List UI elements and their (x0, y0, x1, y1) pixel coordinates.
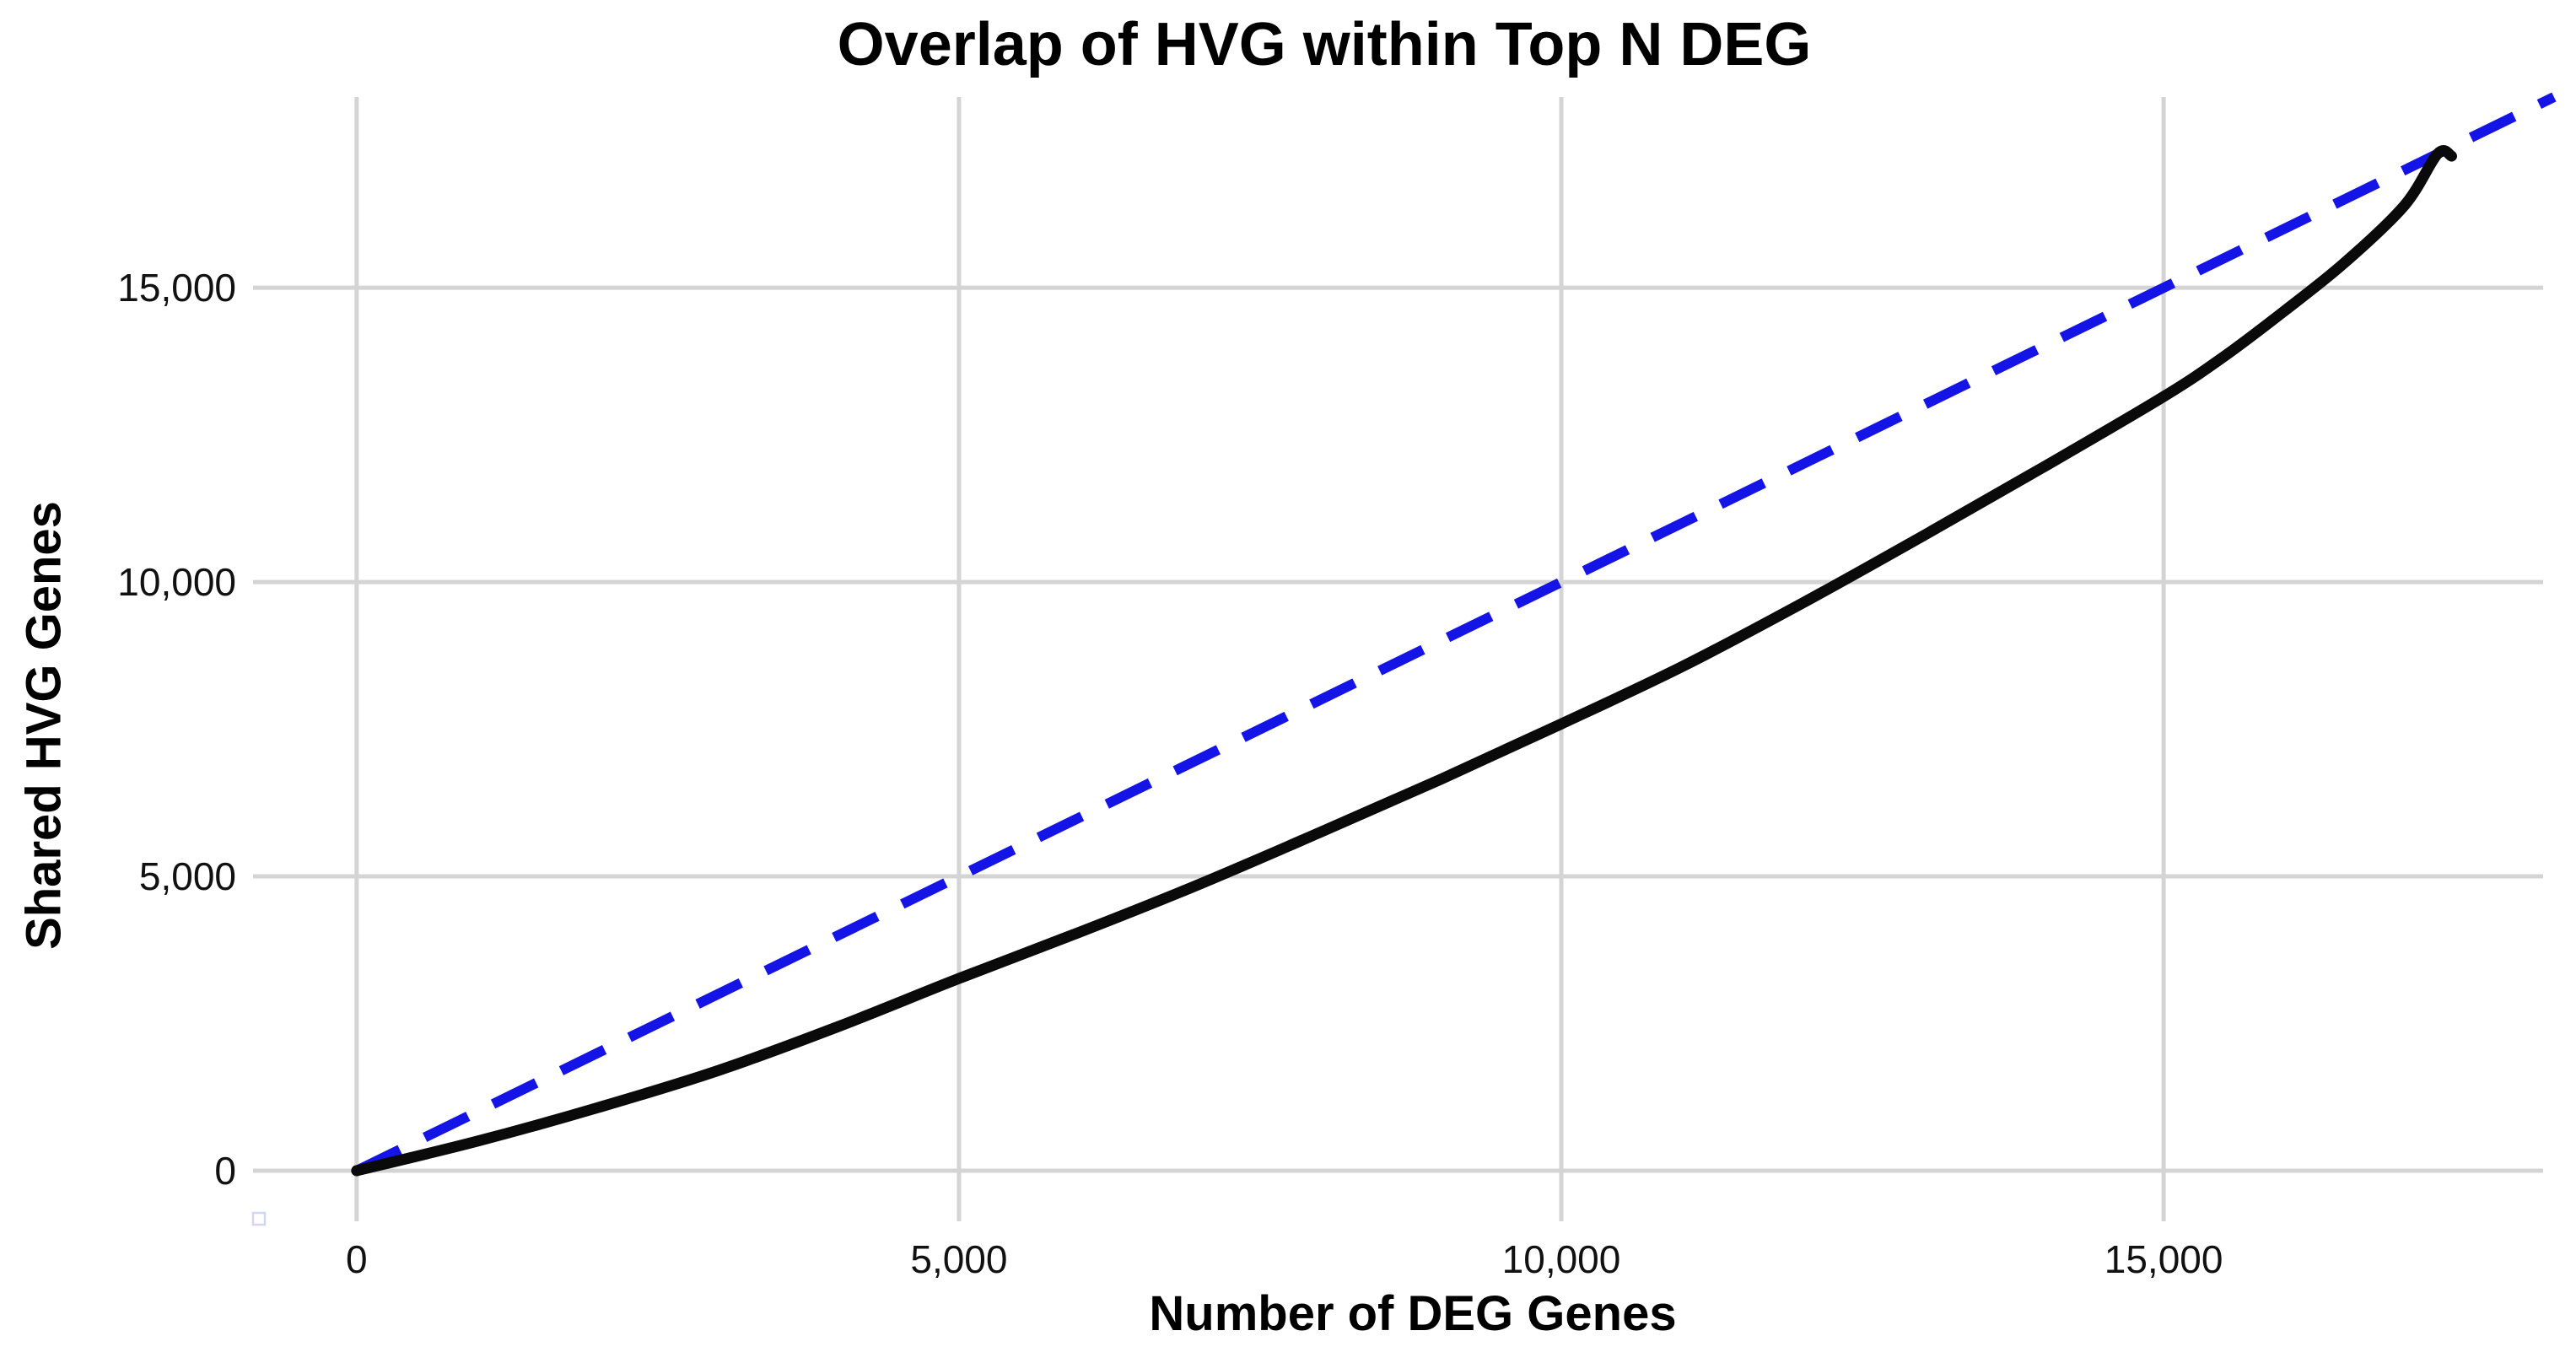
y-tick-label: 15,000 (117, 266, 236, 310)
data-series (351, 92, 2557, 1177)
x-tick-label: 0 (346, 1237, 368, 1281)
stray-artifact-mark (251, 1211, 267, 1226)
x-tick-label: 5,000 (910, 1237, 1008, 1281)
y-tick-label: 10,000 (117, 560, 236, 605)
chart-title: Overlap of HVG within Top N DEG (837, 11, 1812, 78)
identity-reference-line (354, 92, 2557, 1176)
x-axis-title: Number of DEG Genes (1149, 1286, 1677, 1341)
y-tick-label: 0 (214, 1148, 236, 1193)
x-tick-label: 15,000 (2104, 1237, 2223, 1281)
x-tick-label: 10,000 (1501, 1237, 1621, 1281)
y-tick-label: 5,000 (138, 854, 236, 899)
shared-hvg-overlap-curve (351, 145, 2457, 1177)
